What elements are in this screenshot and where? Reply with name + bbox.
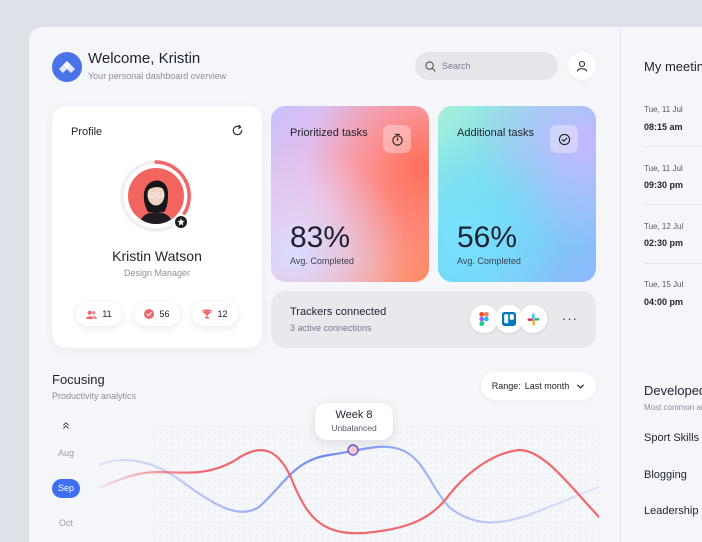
stat-trophies-value: 12 <box>217 309 228 319</box>
profile-name: Kristin Watson <box>112 248 202 264</box>
welcome-title: Welcome, Kristin <box>88 50 201 67</box>
user-icon <box>576 60 588 72</box>
check-circle-icon <box>144 309 155 319</box>
month-sep[interactable]: Sep <box>52 479 80 498</box>
meeting-divider <box>644 204 702 205</box>
slack-app[interactable] <box>519 305 547 333</box>
trophy-icon <box>202 309 213 319</box>
figma-app[interactable] <box>470 305 498 333</box>
meeting-time[interactable]: 09:30 pm <box>644 180 684 190</box>
avatar <box>120 160 192 232</box>
profile-title: Profile <box>71 126 103 138</box>
meeting-date: Tue, 15 Jul <box>644 280 684 289</box>
chart-dot-background <box>149 425 599 542</box>
range-label: Range: <box>491 381 521 391</box>
meeting-time[interactable]: 08:15 am <box>644 122 683 132</box>
developed-area-item[interactable]: Sport Skills <box>644 432 700 444</box>
search-box[interactable] <box>415 52 558 80</box>
chevron-down-icon <box>577 384 585 388</box>
additional-tasks-value: 56% <box>457 221 518 254</box>
range-value: Last month <box>524 381 570 391</box>
meeting-time[interactable]: 02:30 pm <box>644 238 684 248</box>
meeting-date: Tue, 11 Jul <box>644 105 683 114</box>
column-divider <box>620 27 621 542</box>
trackers-title: Trackers connected <box>290 306 387 318</box>
meeting-divider <box>644 146 702 147</box>
trackers-more-button[interactable]: ··· <box>562 311 578 326</box>
month-oct[interactable]: Oct <box>58 518 73 528</box>
stopwatch-button[interactable] <box>383 125 411 153</box>
stat-users[interactable]: 11 <box>76 302 122 326</box>
red-series-line <box>99 448 599 535</box>
developed-areas-subtitle: Most common areas of interests <box>644 403 702 412</box>
additional-tasks-sub: Avg. Completed <box>457 256 521 266</box>
avatar-star-badge <box>173 214 189 230</box>
tooltip-title: Week 8 <box>335 409 373 421</box>
focusing-subtitle: Productivity analytics <box>52 391 137 401</box>
profile-card: Profile Kristin <box>52 106 262 348</box>
stat-completed[interactable]: 56 <box>134 302 180 326</box>
logo-icon <box>59 61 75 73</box>
welcome-subtitle: Your personal dashboard overview <box>88 71 227 81</box>
tooltip-sub: Unbalanced <box>331 423 377 433</box>
stat-completed-value: 56 <box>159 309 170 319</box>
stat-users-value: 11 <box>102 309 112 319</box>
star-icon <box>177 218 185 226</box>
trackers-sub: 3 active connections <box>290 323 372 333</box>
stat-trophies[interactable]: 12 <box>192 302 238 326</box>
prioritized-tasks-card[interactable]: Prioritized tasks 83% Avg. Completed <box>271 106 429 282</box>
check-circle-icon <box>558 133 570 145</box>
meeting-divider <box>644 263 702 264</box>
trello-app[interactable] <box>495 305 523 333</box>
figma-icon <box>479 312 489 326</box>
prioritized-tasks-sub: Avg. Completed <box>290 256 354 266</box>
developed-areas-title: Developed areas <box>644 383 702 398</box>
additional-tasks-title: Additional tasks <box>457 127 535 139</box>
meeting-date: Tue, 11 Jul <box>644 164 683 173</box>
user-account-button[interactable] <box>568 52 596 80</box>
search-icon <box>425 60 436 72</box>
chart-focus-point[interactable] <box>347 444 359 456</box>
check-button[interactable] <box>550 125 578 153</box>
prioritized-tasks-value: 83% <box>290 221 351 254</box>
range-select[interactable]: Range: Last month <box>481 372 596 400</box>
profile-role: Design Manager <box>123 268 191 278</box>
blue-series-line <box>99 445 599 524</box>
additional-tasks-card[interactable]: Additional tasks 56% Avg. Completed <box>438 106 596 282</box>
focus-chart <box>99 425 599 542</box>
stopwatch-icon <box>391 133 403 146</box>
refresh-button[interactable] <box>231 124 244 142</box>
trackers-card[interactable]: Trackers connected 3 active connections <box>271 291 596 348</box>
trello-icon <box>502 312 516 326</box>
double-chevron-up-icon <box>63 422 69 429</box>
meetings-title: My meetings <box>644 59 702 74</box>
month-aug[interactable]: Aug <box>57 448 74 458</box>
developed-area-item[interactable]: Blogging <box>644 469 687 481</box>
prioritized-tasks-title: Prioritized tasks <box>290 127 368 139</box>
slack-icon <box>526 312 540 326</box>
developed-area-item[interactable]: Leadership <box>644 505 699 517</box>
app-logo[interactable] <box>52 52 82 82</box>
search-input[interactable] <box>442 61 542 71</box>
users-icon <box>86 310 98 319</box>
months-scroll-up-button[interactable] <box>62 417 70 435</box>
refresh-icon <box>232 124 243 136</box>
chart-tooltip: Week 8 Unbalanced <box>315 403 393 440</box>
focusing-title: Focusing <box>52 372 105 387</box>
meeting-time[interactable]: 04:00 pm <box>644 297 684 307</box>
meeting-date: Tue, 12 Jul <box>644 222 684 231</box>
dashboard-frame: Welcome, Kristin Your personal dashboard… <box>29 27 702 542</box>
